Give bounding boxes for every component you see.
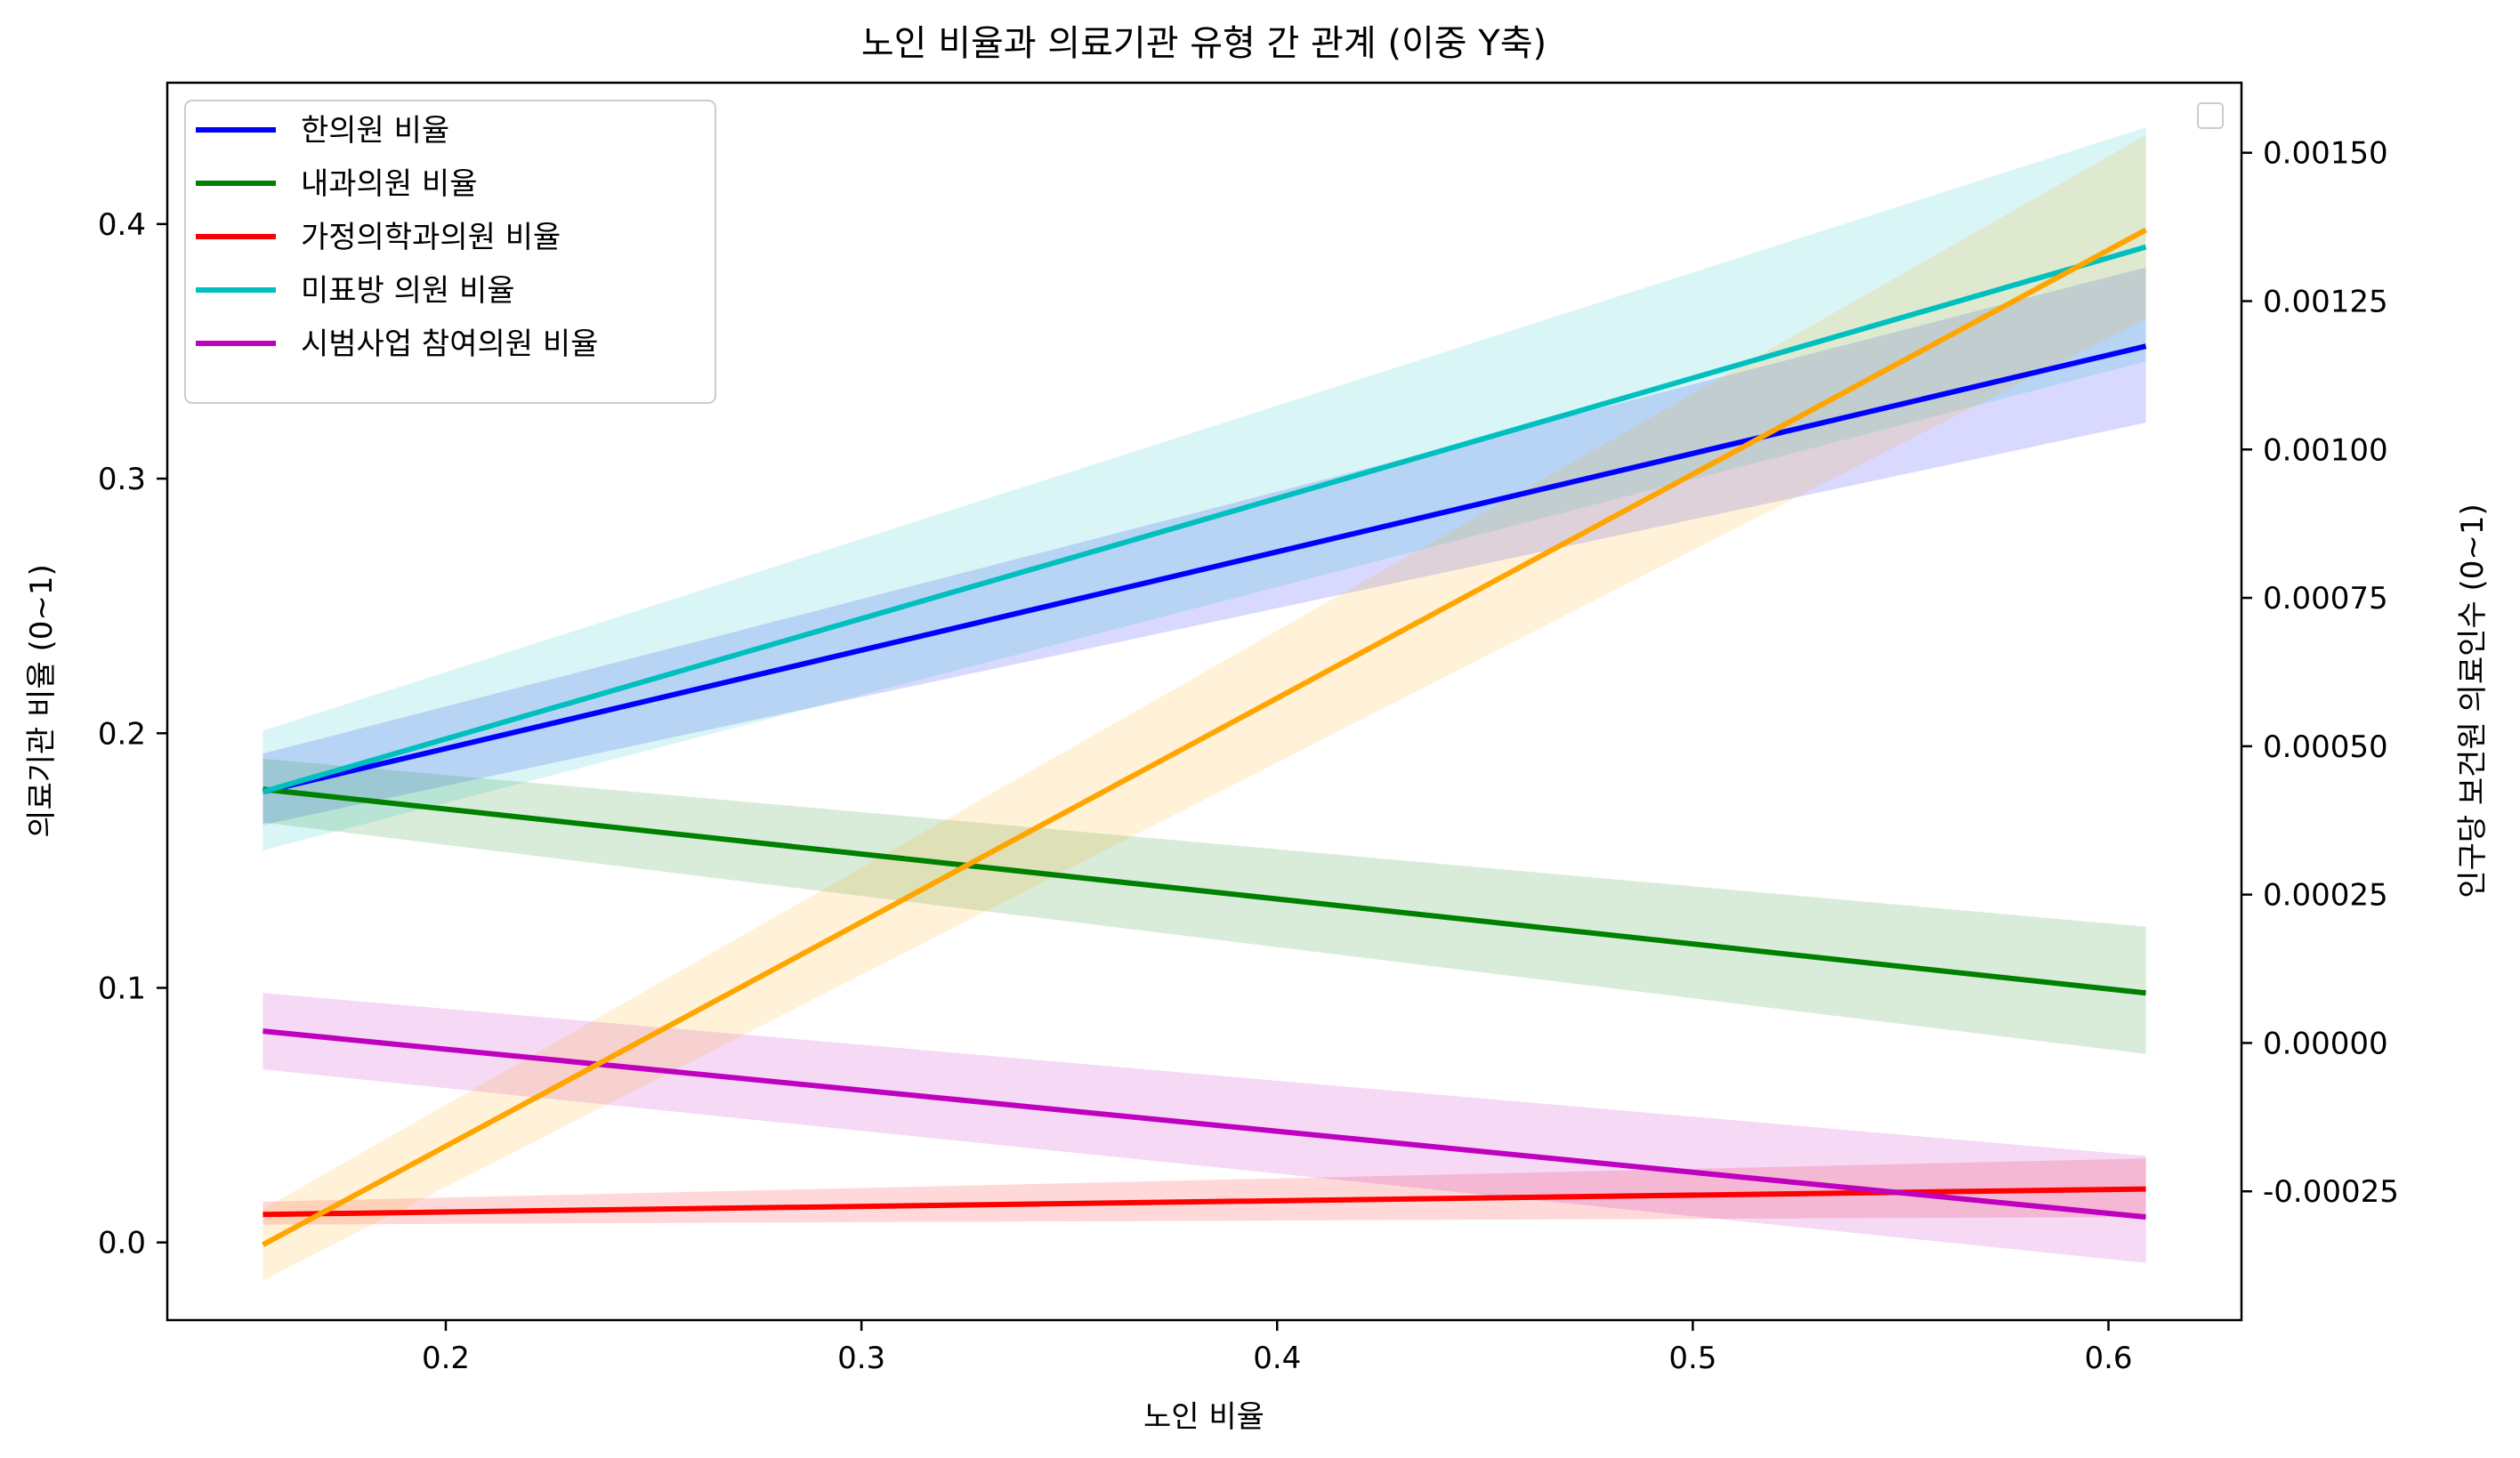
x-tick-label: 0.2 [422,1341,470,1376]
y-tick-label: 0.4 [98,207,146,243]
x-tick-label: 0.3 [837,1341,885,1376]
right-y-axis-label: 인구당 보건원 의료인수 (0~1) [2455,503,2491,898]
chart-title: 노인 비율과 의료기관 유형 간 관계 (이중 Y축) [861,23,1547,64]
plot-frame [166,81,2243,1322]
x-axis-label: 노인 비율 [1143,1399,1264,1435]
series-line-0 [262,343,2147,795]
x-axis-ticks: 0.2 0.3 0.4 0.5 0.6 [422,1320,2133,1376]
legend-entry: 시범사업 참여의원 비율 [301,326,598,362]
left-y-axis-label: 의료기관 비율 (0~1) [24,564,60,838]
series-line-4 [262,1028,2146,1220]
y-right-tick-label: 0.00075 [2263,581,2388,616]
right-y-axis-ticks: -0.00025 0.00000 0.00025 0.00050 0.00075 0.00… [2241,136,2399,1210]
x-tick-label: 0.5 [1668,1341,1716,1376]
y-right-tick-label: 0.00125 [2263,285,2388,320]
y-right-tick-label: -0.00025 [2263,1174,2399,1210]
legend-entry: 한의원 비율 [301,113,449,149]
y-tick-label: 0.2 [98,716,146,752]
series-line-5 [262,227,2147,1247]
series-line-3 [262,244,2147,794]
legend-entry: 미표방 의원 비율 [301,273,515,309]
series-lines [262,227,2147,1247]
legend-entry: 가정의학과의원 비율 [301,220,561,255]
left-y-axis-ticks: 0.0 0.1 0.2 0.3 0.4 [98,207,167,1261]
ci-band-3 [262,127,2146,850]
y-tick-label: 0.0 [98,1226,146,1261]
x-tick-label: 0.4 [1253,1341,1301,1376]
ci-band-1 [262,758,2146,1054]
y-right-tick-label: 0.00025 [2263,878,2388,914]
y-right-tick-label: 0.00000 [2263,1026,2388,1061]
legend-box [184,100,716,404]
series-line-1 [262,786,2146,996]
legend-entry: 내과의원 비율 [301,166,478,202]
y-right-tick-label: 0.00150 [2263,136,2388,172]
y-right-tick-label: 0.00050 [2263,729,2388,765]
right-legend-box [2197,102,2224,129]
x-tick-label: 0.6 [2084,1341,2132,1376]
y-tick-label: 0.3 [98,462,146,497]
series-line-2 [262,1186,2146,1218]
ci-band-0 [262,267,2146,826]
y-right-tick-label: 0.00100 [2263,432,2388,468]
y-tick-label: 0.1 [98,971,146,1006]
